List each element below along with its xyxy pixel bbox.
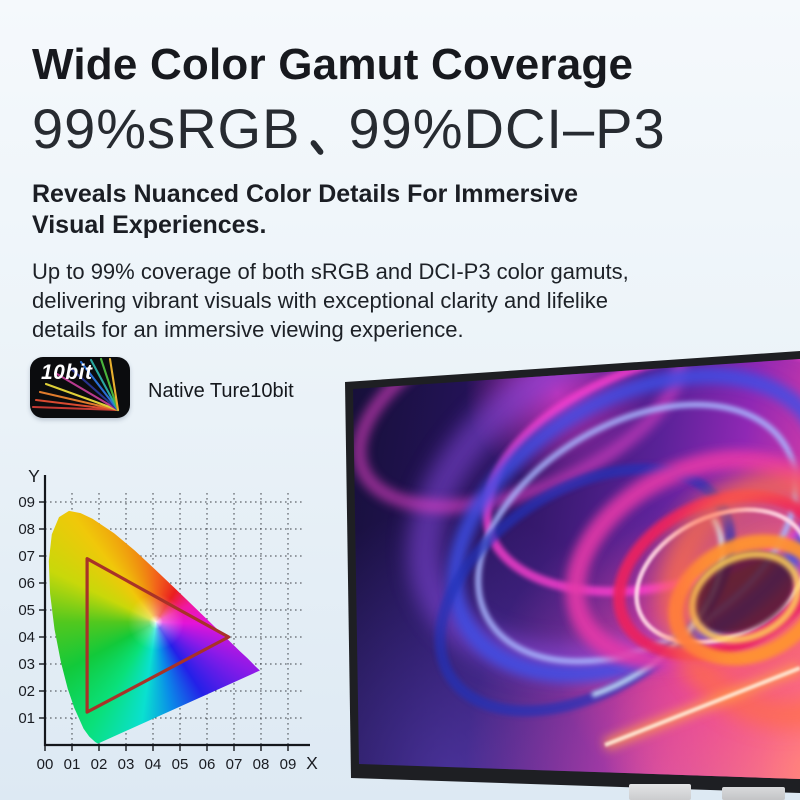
x-tick-label: 09 (280, 756, 297, 773)
x-tick-label: 06 (199, 756, 216, 773)
badge-caption: Native Ture10bit (148, 380, 294, 402)
gamut-headline: 99%sRGB 99%DCI–P3 (32, 96, 666, 161)
y-tick-label: 08 (18, 521, 35, 538)
y-tick-label: 02 (18, 683, 35, 700)
x-tick-label: 02 (91, 756, 108, 773)
x-tick-label: 08 (253, 756, 270, 773)
monitor-stand-right (722, 787, 785, 800)
neon-swirl-wallpaper (353, 359, 800, 751)
monitor-screen (353, 359, 800, 779)
x-axis-label: X (306, 753, 318, 773)
y-tick-label: 05 (18, 602, 35, 619)
tagline: Reveals Nuanced Color Details For Immers… (32, 180, 579, 239)
y-tick-label: 01 (18, 710, 35, 727)
x-tick-label: 03 (118, 756, 135, 773)
x-tick-label: 05 (172, 756, 189, 773)
page-title: Wide Color Gamut Coverage (32, 40, 634, 89)
y-tick-label: 06 (18, 575, 35, 592)
gamut-triangle (85, 557, 231, 714)
y-tick-label: 03 (18, 656, 35, 673)
y-axis-label: Y (28, 466, 40, 486)
x-tick-label: 00 (37, 756, 54, 773)
monitor-stand-left (629, 784, 691, 800)
gamut-dcip3-value: 99%DCI–P3 (348, 97, 666, 160)
badge-10bit-label: 10bit (41, 361, 93, 384)
y-tick-label: 04 (18, 629, 35, 646)
gamut-srgb-value: 99%sRGB (32, 97, 301, 160)
description: Up to 99% coverage of both sRGB and DCI-… (32, 259, 629, 343)
chromaticity-chart: 01 02 03 04 05 06 07 08 09 00 01 02 03 04 05 06 07 08 09 Y X (18, 455, 328, 800)
rainbow-rays-icon (31, 357, 120, 412)
y-tick-label: 07 (18, 548, 35, 565)
x-tick-label: 01 (64, 756, 81, 773)
y-tick-label: 09 (18, 494, 35, 511)
x-tick-label: 04 (145, 756, 162, 773)
x-tick-label: 07 (226, 756, 243, 773)
gamut-triangle-overlay (85, 557, 231, 714)
ideographic-comma-icon (309, 138, 326, 157)
badge-10bit: 10bit (30, 357, 130, 418)
